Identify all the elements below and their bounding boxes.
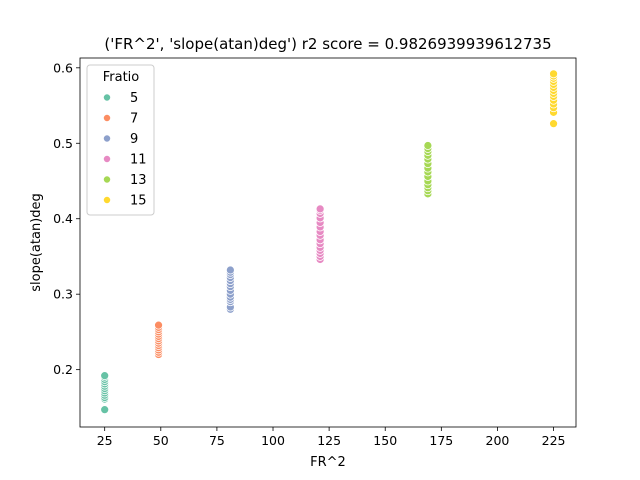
legend: Fratio 5 7 9 11 13 15 bbox=[86, 64, 155, 216]
x-axis: 25 50 75 100 125 150 175 200 225 bbox=[97, 427, 566, 448]
legend-label: 9 bbox=[130, 132, 138, 147]
x-tick-label: 150 bbox=[373, 433, 397, 448]
data-point bbox=[225, 265, 235, 275]
legend-label: 11 bbox=[130, 153, 147, 168]
data-point bbox=[154, 320, 163, 330]
y-axis: 0.2 0.3 0.4 0.5 0.6 bbox=[53, 60, 80, 377]
y-tick-label: 0.5 bbox=[53, 136, 73, 151]
legend-label: 7 bbox=[130, 112, 138, 127]
legend-marker bbox=[103, 155, 111, 163]
legend-marker bbox=[103, 134, 111, 143]
legend-marker bbox=[103, 114, 111, 122]
data-point bbox=[423, 141, 433, 150]
x-tick-label: 75 bbox=[209, 433, 225, 448]
legend-marker bbox=[103, 196, 111, 204]
chart-title: ('FR^2', 'slope(atan)deg') r2 score = 0.… bbox=[104, 35, 551, 53]
y-tick-label: 0.4 bbox=[53, 211, 73, 226]
x-tick-label: 175 bbox=[429, 433, 453, 448]
x-tick-label: 225 bbox=[542, 433, 566, 448]
x-tick-label: 100 bbox=[261, 433, 285, 448]
x-tick-label: 200 bbox=[486, 433, 510, 448]
data-point bbox=[549, 119, 558, 129]
y-tick-label: 0.3 bbox=[53, 287, 73, 302]
data-point bbox=[549, 69, 558, 79]
legend-box bbox=[86, 64, 155, 216]
legend-marker bbox=[103, 93, 111, 102]
plot-background bbox=[80, 58, 576, 427]
data-points bbox=[100, 69, 558, 415]
legend-label: 5 bbox=[130, 91, 138, 106]
legend-items: 5 7 9 11 13 15 bbox=[103, 91, 147, 209]
data-point bbox=[100, 405, 110, 415]
data-point bbox=[315, 204, 325, 214]
x-tick-label: 125 bbox=[317, 433, 341, 448]
x-tick-label: 25 bbox=[97, 433, 113, 448]
legend-label: 15 bbox=[130, 194, 147, 209]
y-tick-label: 0.2 bbox=[53, 362, 73, 377]
legend-title: Fratio bbox=[103, 70, 140, 85]
y-axis-title: slope(atan)deg bbox=[29, 193, 44, 292]
x-axis-title: FR^2 bbox=[310, 455, 346, 470]
plot-border bbox=[79, 57, 577, 428]
data-point bbox=[100, 371, 110, 381]
legend-marker bbox=[103, 175, 111, 184]
plot-area bbox=[79, 57, 577, 428]
x-tick-label: 50 bbox=[153, 433, 169, 448]
y-tick-label: 0.6 bbox=[53, 60, 73, 75]
legend-label: 13 bbox=[130, 173, 147, 188]
